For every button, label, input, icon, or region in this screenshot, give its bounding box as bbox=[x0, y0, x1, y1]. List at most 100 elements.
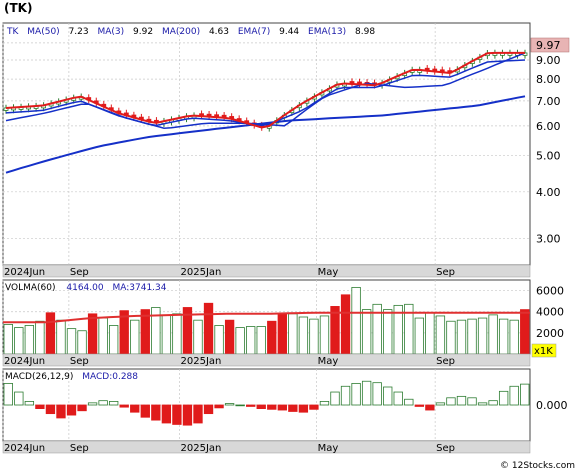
macd-panel: 2024Jun Sep 2025Jan May Sep 0.000 MACD(26,12… bbox=[2, 368, 568, 454]
volume-bar bbox=[77, 330, 87, 355]
legend-ma200-label: MA(200) bbox=[162, 27, 200, 37]
price-x-label: Sep bbox=[436, 267, 455, 278]
macd-bar bbox=[330, 391, 340, 406]
price-y-ticks: 10.009.008.007.006.005.004.003.00 bbox=[536, 37, 568, 246]
volume-x-label: May bbox=[318, 356, 339, 367]
volume-ma-line bbox=[3, 311, 530, 324]
volume-bar bbox=[435, 315, 446, 355]
volume-legend-row: VOLMA(60) 4164.00 MA:3741.34 bbox=[5, 283, 167, 293]
macd-legend-label: MACD(26,12,9) bbox=[5, 372, 73, 382]
macd-bar bbox=[509, 385, 519, 406]
volume-bar bbox=[267, 320, 277, 355]
macd-bar bbox=[14, 391, 24, 406]
volume-bar bbox=[404, 303, 414, 355]
legend-ema7-label: EMA(7) bbox=[238, 27, 270, 37]
volume-bar bbox=[246, 326, 256, 355]
macd-x-labels: 2024Jun Sep 2025Jan May Sep bbox=[4, 443, 455, 454]
unit-box bbox=[531, 343, 557, 358]
price-y-tick-label: 6.00 bbox=[536, 120, 561, 133]
macd-bar bbox=[172, 404, 182, 425]
volume-bar bbox=[456, 319, 467, 355]
legend-ema13-value: 8.98 bbox=[355, 27, 375, 37]
macd-bar bbox=[182, 404, 193, 426]
volume-bar bbox=[203, 302, 214, 355]
price-x-label: Sep bbox=[70, 267, 89, 278]
macd-bar bbox=[193, 404, 203, 424]
macd-bar bbox=[109, 400, 119, 406]
macd-bar bbox=[256, 404, 266, 409]
macd-bar bbox=[498, 390, 509, 406]
volume-bar bbox=[425, 312, 435, 355]
legend-ema13-label: EMA(13) bbox=[308, 27, 346, 37]
volume-x-label: 2025Jan bbox=[181, 356, 222, 367]
macd-bar bbox=[467, 397, 477, 406]
ma200-line bbox=[5, 95, 526, 174]
volume-bar bbox=[130, 319, 140, 355]
legend-ma3-value: 9.92 bbox=[133, 27, 153, 37]
volume-bar bbox=[14, 327, 24, 355]
ema7-line bbox=[5, 51, 525, 129]
volume-bar bbox=[24, 325, 35, 355]
macd-bar bbox=[435, 402, 446, 406]
price-x-axis-band bbox=[2, 264, 531, 278]
macd-bar bbox=[372, 382, 382, 406]
last-price-label: 9.97 bbox=[536, 39, 561, 52]
volume-y-tick-label: 4000 bbox=[536, 306, 564, 319]
volume-bar bbox=[3, 323, 13, 355]
macd-bar bbox=[246, 404, 256, 407]
macd-x-label: 2025Jan bbox=[181, 443, 222, 454]
volume-bar bbox=[477, 317, 488, 355]
volume-panel: 2024Jun Sep 2025Jan May Sep 6000 4000 2000 VOL… bbox=[2, 279, 564, 367]
volume-bars bbox=[3, 286, 530, 355]
volume-x-label: 2024Jun bbox=[4, 356, 45, 367]
macd-bar bbox=[267, 404, 277, 410]
volume-legend-ma: MA:3741.34 bbox=[112, 283, 166, 293]
ema13-line bbox=[5, 59, 526, 127]
macd-bar bbox=[130, 404, 140, 413]
legend-ma200-value: 4.63 bbox=[209, 27, 229, 37]
macd-bar bbox=[288, 404, 298, 412]
macd-bar bbox=[520, 383, 530, 406]
macd-bar bbox=[35, 404, 45, 409]
volume-bar bbox=[277, 313, 287, 355]
volume-bar bbox=[35, 320, 45, 355]
macd-bar bbox=[488, 400, 498, 406]
volume-bar bbox=[214, 325, 224, 355]
macd-bar bbox=[66, 404, 77, 416]
macd-bar bbox=[414, 404, 424, 407]
volume-bar bbox=[45, 312, 56, 355]
price-panel-frame bbox=[2, 22, 531, 266]
volume-bar bbox=[414, 317, 424, 355]
price-legend: TK MA(50) 7.23 MA(3) 9.92 MA(200) 4.63 E… bbox=[6, 27, 375, 37]
volume-bar bbox=[372, 303, 382, 355]
legend-ma50-label: MA(50) bbox=[27, 27, 59, 37]
volume-bar bbox=[288, 313, 298, 355]
price-x-label: 2024Jun bbox=[4, 267, 45, 278]
macd-bar bbox=[87, 402, 98, 406]
price-x-labels: 2024Jun Sep 2025Jan May Sep bbox=[4, 267, 455, 278]
volume-x-axis-band bbox=[2, 353, 531, 367]
volume-bar bbox=[361, 309, 372, 355]
volume-bar bbox=[319, 315, 330, 355]
volume-bar bbox=[446, 320, 456, 355]
macd-x-label: 2024Jun bbox=[4, 443, 45, 454]
price-y-tick-label: 3.00 bbox=[536, 233, 561, 246]
macd-x-axis-band bbox=[2, 440, 531, 454]
volume-x-label: Sep bbox=[436, 356, 455, 367]
volume-y-tick-label: 2000 bbox=[536, 327, 564, 340]
macd-bar bbox=[151, 404, 161, 421]
price-x-label: May bbox=[318, 267, 339, 278]
macd-bar bbox=[56, 404, 66, 419]
price-y-tick-label: 4.00 bbox=[536, 186, 561, 199]
macd-bar bbox=[340, 385, 351, 406]
macd-y-ticks: 0.000 bbox=[536, 399, 568, 412]
volume-bar bbox=[498, 318, 509, 355]
volume-bar bbox=[383, 309, 393, 355]
macd-bar bbox=[298, 404, 309, 413]
volume-y-tick-label: 6000 bbox=[536, 285, 564, 298]
macd-bar bbox=[361, 380, 372, 406]
macd-bar bbox=[456, 395, 467, 406]
macd-bar bbox=[119, 404, 129, 408]
macd-bar bbox=[425, 404, 435, 411]
